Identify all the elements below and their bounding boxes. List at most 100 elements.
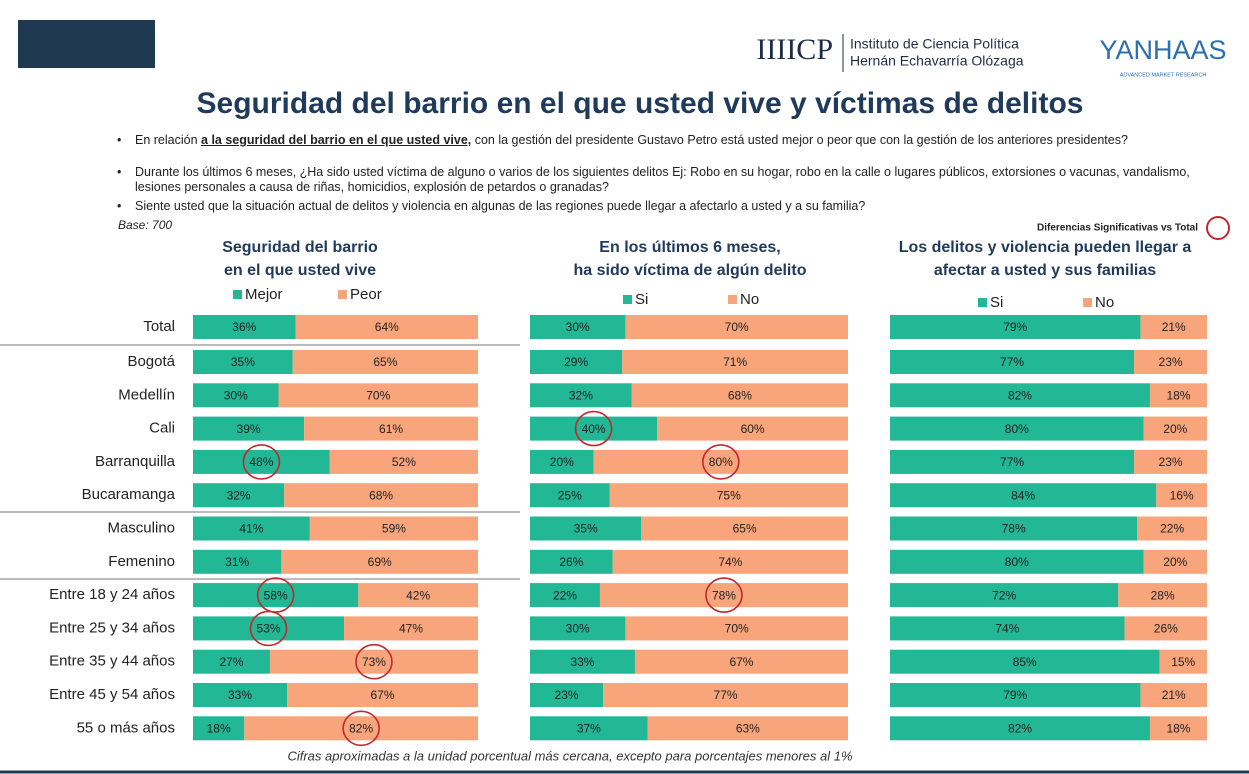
significance-circle: [342, 710, 380, 747]
panel-title: ha sido víctima de algún delito: [574, 262, 807, 279]
bar-segment: [193, 483, 285, 508]
bar-segment: [603, 683, 848, 707]
bar-segment: [622, 350, 848, 374]
logo-text: Hernán Echavarría Olózaga: [850, 53, 1024, 69]
bar-segment: [244, 716, 478, 741]
value-label: 21%: [1162, 688, 1186, 702]
category-label: 55 o más años: [77, 719, 175, 736]
value-label: 23%: [555, 688, 579, 702]
value-label: 61%: [379, 422, 403, 436]
bar-segment: [890, 716, 1150, 741]
value-label: 18%: [207, 721, 231, 735]
value-label: 40%: [582, 422, 606, 436]
legend-label: Si: [635, 291, 648, 308]
bar-segment: [344, 616, 478, 641]
bar-segment: [890, 483, 1157, 508]
value-label: 18%: [1166, 721, 1190, 735]
bar-segment: [530, 549, 613, 574]
title: Seguridad del barrio en el que usted viv…: [197, 87, 1084, 120]
bar-segment: [625, 315, 848, 339]
bar-segment: [1156, 483, 1207, 508]
bar-segment: [530, 716, 648, 741]
bar-segment: [647, 716, 848, 741]
category-label: Masculino: [107, 519, 175, 536]
bar-segment: [599, 583, 848, 608]
value-label: 80%: [709, 455, 733, 469]
value-label: 80%: [1005, 555, 1029, 569]
significance-circle: [355, 643, 393, 680]
bar-segment: [634, 649, 848, 674]
bar-segment: [193, 683, 288, 707]
value-label: 27%: [219, 655, 243, 669]
question-text: Durante los últimos 6 meses, ¿Ha sido us…: [135, 165, 1190, 194]
value-label: 26%: [1154, 622, 1178, 636]
bar-segment: [530, 683, 604, 707]
value-label: 35%: [574, 522, 598, 536]
value-label: 67%: [371, 688, 395, 702]
bar-segment: [530, 616, 626, 641]
significance-icon: [1206, 216, 1230, 240]
value-label: 33%: [570, 655, 594, 669]
bar-segment: [1134, 449, 1207, 474]
value-label: 26%: [559, 555, 583, 569]
bar-segment: [284, 483, 478, 508]
bar-segment: [890, 583, 1119, 608]
value-label: 35%: [231, 355, 255, 369]
bar-segment: [890, 549, 1144, 574]
value-label: 63%: [736, 721, 760, 735]
category-label: Total: [143, 318, 175, 335]
panel-title: en el que usted vive: [224, 262, 376, 279]
value-label: 53%: [257, 622, 281, 636]
value-label: 74%: [718, 555, 742, 569]
value-label: 22%: [1160, 522, 1184, 536]
bar-segment: [625, 616, 848, 641]
bar-segment: [193, 549, 282, 574]
bar-segment: [1159, 649, 1207, 674]
value-label: 23%: [1159, 355, 1183, 369]
bar-segment: [193, 516, 310, 541]
value-label: 60%: [741, 422, 765, 436]
bar-segment: [530, 516, 642, 541]
bar-segment: [890, 683, 1141, 707]
significance-note: Diferencias Significativas vs Total: [1037, 223, 1198, 234]
bar-segment: [530, 449, 594, 474]
value-label: 71%: [723, 355, 747, 369]
value-label: 59%: [382, 522, 406, 536]
value-label: 33%: [228, 688, 252, 702]
value-label: 70%: [725, 622, 749, 636]
bar-segment: [193, 350, 293, 374]
bar-segment: [890, 516, 1138, 541]
value-label: 73%: [362, 655, 386, 669]
bar-segment: [329, 449, 478, 474]
bar-segment: [890, 449, 1135, 474]
value-label: 58%: [264, 588, 288, 602]
value-label: 23%: [1159, 455, 1183, 469]
bar-segment: [1134, 350, 1207, 374]
bar-segment: [1124, 616, 1207, 641]
bar-segment: [530, 483, 610, 508]
legend-label: Si: [990, 294, 1003, 311]
value-label: 68%: [728, 388, 752, 402]
bar-segment: [530, 416, 658, 441]
value-label: 41%: [239, 522, 263, 536]
logo: YANHAAS: [1099, 35, 1226, 65]
value-label: 30%: [566, 622, 590, 636]
bar-segment: [1143, 549, 1207, 574]
category-label: Entre 35 y 44 años: [49, 653, 175, 670]
legend-label: No: [1095, 294, 1114, 311]
bar-segment: [193, 649, 270, 674]
value-label: 36%: [232, 320, 256, 334]
value-label: 77%: [714, 688, 738, 702]
bar-segment: [890, 416, 1144, 441]
value-label: 25%: [558, 488, 582, 502]
question: Siente usted que la situación actual de …: [117, 199, 1205, 214]
category-label: Bucaramanga: [82, 486, 176, 503]
logo: IIIICP: [756, 33, 833, 66]
legend-swatch: [1083, 298, 1092, 307]
category-label: Medellín: [118, 386, 175, 403]
value-label: 21%: [1162, 320, 1186, 334]
category-label: Cali: [149, 420, 175, 437]
bar-segment: [193, 383, 279, 408]
legend-label: No: [740, 291, 759, 308]
